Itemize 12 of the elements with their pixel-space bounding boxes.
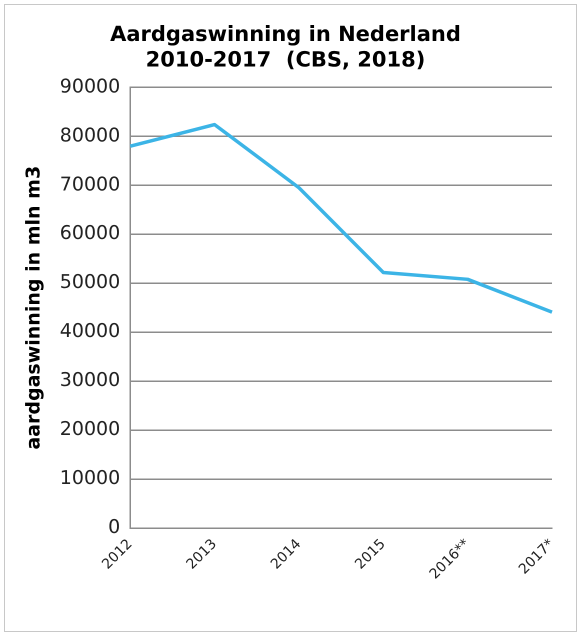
y-axis-title: aardgaswinning in mln m3 (22, 166, 44, 450)
y-tick-label: 30000 (60, 369, 120, 392)
y-tick-label: 70000 (60, 173, 120, 196)
chart-title: Aardgaswinning in Nederland 2010-2017 (CBS, 2018) (110, 22, 461, 72)
y-tick-label: 90000 (60, 75, 120, 98)
y-tick-label: 20000 (60, 418, 120, 440)
y-tick-label: 10000 (60, 467, 120, 490)
y-tick-label: 40000 (60, 320, 120, 342)
y-tick-label: 50000 (60, 271, 120, 294)
y-tick-label: 0 (108, 516, 120, 538)
y-tick-label: 60000 (60, 222, 120, 244)
y-tick-label: 80000 (60, 124, 120, 146)
